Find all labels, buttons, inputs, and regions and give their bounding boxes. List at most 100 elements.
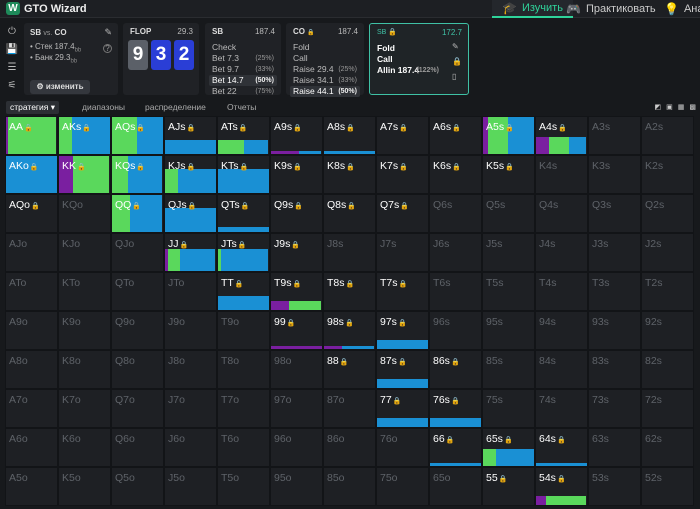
tree-icon[interactable]: ⚟ [7,80,17,91]
hand-cell-J6s[interactable]: J6s [429,233,482,272]
hand-cell-76o[interactable]: 76o [376,428,429,467]
hand-cell-A3s[interactable]: A3s [588,116,641,155]
hand-cell-T5o[interactable]: T5o [217,467,270,506]
hand-cell-J7s[interactable]: J7s [376,233,429,272]
hand-cell-66[interactable]: 66🔒 [429,428,482,467]
hand-cell-KQo[interactable]: KQo [58,194,111,233]
flop-card[interactable]: FLOP 29.3 9 3 2 [123,23,199,95]
hand-cell-QJs[interactable]: QJs🔒 [164,194,217,233]
hand-cell-64s[interactable]: 64s🔒 [535,428,588,467]
logo[interactable]: W [6,2,20,15]
layout-grid-icon[interactable]: ▦ [677,104,685,111]
tab-distribution[interactable]: распределение [145,102,206,112]
hand-cell-AQs[interactable]: AQs🔒 [111,116,164,155]
hand-cell-AKo[interactable]: AKo🔒 [5,155,58,194]
hand-cell-J7o[interactable]: J7o [164,389,217,428]
hand-cell-T9s[interactable]: T9s🔒 [270,272,323,311]
hand-cell-T4s[interactable]: T4s [535,272,588,311]
action-bet[interactable]: Bet 7.3 (25%) [212,53,274,63]
hand-cell-85o[interactable]: 85o [323,467,376,506]
hand-cell-95o[interactable]: 95o [270,467,323,506]
hand-cell-96o[interactable]: 96o [270,428,323,467]
hand-cell-J8s[interactable]: J8s [323,233,376,272]
hand-cell-KJs[interactable]: KJs🔒 [164,155,217,194]
hand-cell-Q2s[interactable]: Q2s [641,194,694,233]
hand-cell-JJ[interactable]: JJ🔒 [164,233,217,272]
hand-cell-J9s[interactable]: J9s🔒 [270,233,323,272]
hand-cell-T6s[interactable]: T6s [429,272,482,311]
tab-reports[interactable]: Отчеты [227,102,257,112]
action-bet[interactable]: Bet 22 (75%) [212,86,274,96]
hand-cell-Q9o[interactable]: Q9o [111,311,164,350]
hand-cell-J3s[interactable]: J3s [588,233,641,272]
hand-cell-84s[interactable]: 84s [535,350,588,389]
layout-grid-large-icon[interactable]: ▩ [689,104,696,111]
hand-cell-95s[interactable]: 95s [482,311,535,350]
hand-cell-A7o[interactable]: A7o [5,389,58,428]
hand-cell-J9o[interactable]: J9o [164,311,217,350]
hand-cell-K8o[interactable]: K8o [58,350,111,389]
hand-cell-T5s[interactable]: T5s [482,272,535,311]
hand-cell-T3s[interactable]: T3s [588,272,641,311]
hand-cell-74s[interactable]: 74s [535,389,588,428]
hand-cell-75o[interactable]: 75o [376,467,429,506]
change-button[interactable]: ⚙ изменить [30,80,90,94]
hand-cell-A8s[interactable]: A8s🔒 [323,116,376,155]
hand-cell-K6s[interactable]: K6s🔒 [429,155,482,194]
hand-cell-JTs[interactable]: JTs🔒 [217,233,270,272]
hand-cell-76s[interactable]: 76s🔒 [429,389,482,428]
hand-cell-Q8o[interactable]: Q8o [111,350,164,389]
hand-cell-98s[interactable]: 98s🔒 [323,311,376,350]
layout-split-icon[interactable]: ◩ [654,104,662,111]
hand-cell-J2s[interactable]: J2s [641,233,694,272]
hand-cell-AA[interactable]: AA🔒 [5,116,58,155]
hand-cell-K3s[interactable]: K3s [588,155,641,194]
hand-cell-KTs[interactable]: KTs🔒 [217,155,270,194]
hand-cell-ATo[interactable]: ATo [5,272,58,311]
action-check[interactable]: Check [212,42,237,52]
action-fold[interactable]: Fold [293,42,310,52]
hand-cell-J5o[interactable]: J5o [164,467,217,506]
hand-cell-K9s[interactable]: K9s🔒 [270,155,323,194]
action-allin[interactable]: Allin 187.4 (122%) [377,65,439,75]
hand-cell-K6o[interactable]: K6o [58,428,111,467]
hand-cell-Q8s[interactable]: Q8s🔒 [323,194,376,233]
hand-cell-Q7o[interactable]: Q7o [111,389,164,428]
nav-analyze[interactable]: 💡 Анал [664,0,700,18]
hand-cell-QQ[interactable]: QQ🔒 [111,194,164,233]
hand-cell-92s[interactable]: 92s [641,311,694,350]
hand-cell-93s[interactable]: 93s [588,311,641,350]
hand-cell-98o[interactable]: 98o [270,350,323,389]
hand-cell-QJo[interactable]: QJo [111,233,164,272]
hand-cell-TT[interactable]: TT🔒 [217,272,270,311]
tab-strategy[interactable]: стратегия ▾ [6,101,60,114]
hand-cell-KTo[interactable]: KTo [58,272,111,311]
hand-cell-62s[interactable]: 62s [641,428,694,467]
layout-single-icon[interactable]: ▣ [666,104,673,111]
hand-cell-99[interactable]: 99🔒 [270,311,323,350]
hand-cell-KJo[interactable]: KJo [58,233,111,272]
hand-cell-K7s[interactable]: K7s🔒 [376,155,429,194]
hand-cell-72s[interactable]: 72s [641,389,694,428]
hand-cell-88[interactable]: 88🔒 [323,350,376,389]
hand-cell-53s[interactable]: 53s [588,467,641,506]
hand-cell-A7s[interactable]: A7s🔒 [376,116,429,155]
hand-cell-QTo[interactable]: QTo [111,272,164,311]
hand-cell-94s[interactable]: 94s [535,311,588,350]
hand-cell-52s[interactable]: 52s [641,467,694,506]
hand-cell-QTs[interactable]: QTs🔒 [217,194,270,233]
hand-cell-87o[interactable]: 87o [323,389,376,428]
hand-cell-K5s[interactable]: K5s🔒 [482,155,535,194]
hand-cell-97s[interactable]: 97s🔒 [376,311,429,350]
hand-cell-73s[interactable]: 73s [588,389,641,428]
hand-cell-J6o[interactable]: J6o [164,428,217,467]
hand-cell-83s[interactable]: 83s [588,350,641,389]
hand-cell-55[interactable]: 55🔒 [482,467,535,506]
hand-cell-AJs[interactable]: AJs🔒 [164,116,217,155]
hand-cell-86o[interactable]: 86o [323,428,376,467]
hand-cell-86s[interactable]: 86s🔒 [429,350,482,389]
hand-cell-63s[interactable]: 63s [588,428,641,467]
hand-cell-Q9s[interactable]: Q9s🔒 [270,194,323,233]
nav-practice[interactable]: 🎮 Практиковать [566,0,656,18]
hand-cell-Q5s[interactable]: Q5s [482,194,535,233]
